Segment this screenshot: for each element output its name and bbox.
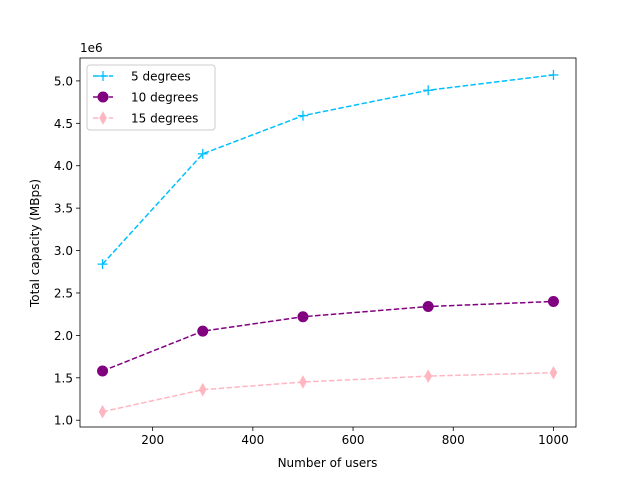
legend-entry: 10 degrees <box>93 91 198 105</box>
data-point-circle <box>422 301 434 313</box>
data-point-circle <box>297 311 309 323</box>
x-axis-label: Number of users <box>278 456 378 470</box>
axes-layer: 200 400 600 800 1000 1.0 1.5 2.0 2.5 3.0 3.5 4.0 4.5… <box>54 57 577 447</box>
data-point-plus <box>297 110 308 121</box>
series-1 <box>97 295 559 377</box>
legend-label: 15 degrees <box>131 112 198 126</box>
y-tick-label: 2.5 <box>54 286 73 300</box>
data-point-plus <box>423 85 434 96</box>
data-point-plus <box>197 148 208 159</box>
data-point-diamond <box>198 382 207 397</box>
legend-box <box>86 64 216 131</box>
y-tick-label: 1.5 <box>54 371 73 385</box>
series-line <box>102 371 554 413</box>
data-point-plus <box>98 71 108 81</box>
x-tick-label: 800 <box>442 433 465 447</box>
data-point-diamond <box>424 369 433 383</box>
x-tick-label: 400 <box>241 433 264 447</box>
series-0 <box>97 69 559 270</box>
data-point-circle <box>97 365 109 377</box>
y-tick-label: 5.0 <box>54 74 73 88</box>
series-2 <box>98 365 558 419</box>
y-tick-label: 1.0 <box>54 414 73 428</box>
axes-frame <box>79 57 577 428</box>
legend: 5 degrees 10 degrees 15 degrees <box>86 64 216 131</box>
y-tick-label: 3.0 <box>54 244 73 258</box>
legend-label: 10 degrees <box>131 91 198 105</box>
y-tick-label: 3.5 <box>54 202 73 216</box>
y-axis-label: Total capacity (MBps) <box>28 179 42 308</box>
series-layer <box>97 69 559 419</box>
y-tick-label: 4.0 <box>54 159 73 173</box>
y-axis-offset-label: 1e6 <box>80 41 103 55</box>
y-tick-label: 4.5 <box>54 117 73 131</box>
data-point-circle <box>547 295 559 307</box>
data-point-diamond <box>549 365 558 380</box>
data-point-plus <box>97 259 108 270</box>
legend-entry: 5 degrees <box>93 70 191 84</box>
data-point-plus <box>548 69 559 80</box>
data-point-diamond <box>99 111 107 125</box>
legend-label: 5 degrees <box>131 70 191 84</box>
x-tick-label: 600 <box>342 433 365 447</box>
legend-entry: 15 degrees <box>93 111 198 126</box>
x-tick-label: 1000 <box>538 433 569 447</box>
data-point-diamond <box>98 404 107 419</box>
data-point-circle <box>97 91 109 103</box>
y-tick-label: 2.0 <box>54 329 73 343</box>
data-point-circle <box>197 325 209 337</box>
x-tick-label: 200 <box>141 433 164 447</box>
data-point-diamond <box>299 375 307 389</box>
